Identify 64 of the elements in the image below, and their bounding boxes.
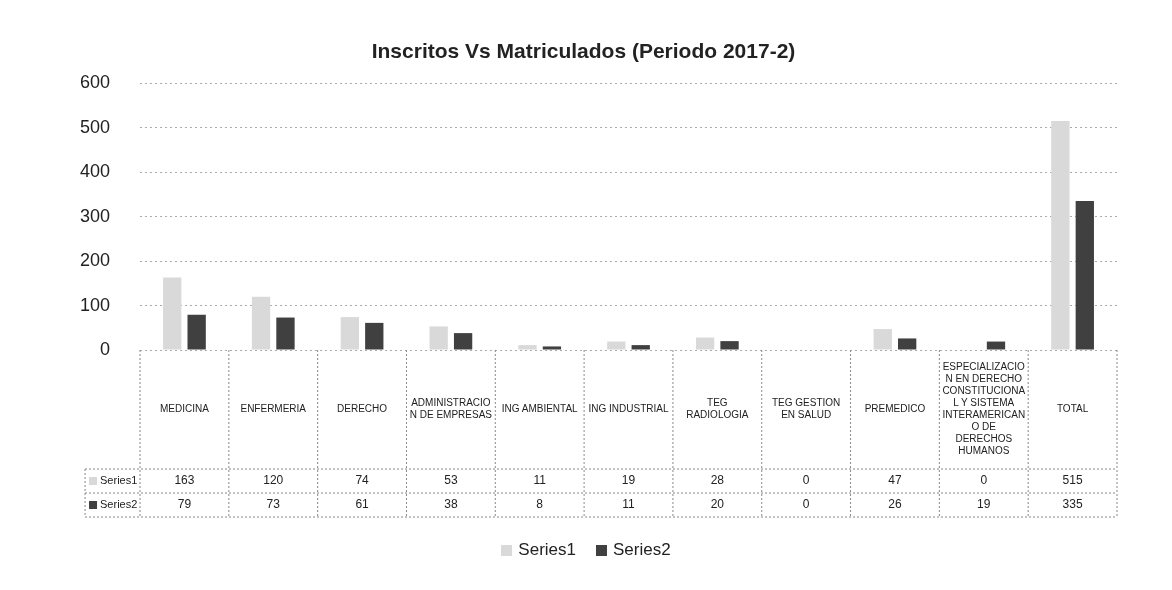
- bar: [518, 345, 537, 350]
- x-tick-label: TEG GESTION EN SALUD: [771, 397, 841, 421]
- data-label: 79: [177, 497, 192, 512]
- data-label: 8: [536, 497, 544, 512]
- bar: [365, 322, 384, 350]
- data-label: 38: [444, 497, 458, 512]
- x-tick-label: DERECHO: [337, 403, 388, 415]
- bar: [607, 341, 626, 350]
- x-tick-label: ADMINISTRACION DE EMPRESAS: [409, 397, 493, 421]
- bar: [453, 333, 473, 350]
- x-tick-label: ING INDUSTRIAL: [588, 403, 669, 415]
- y-tick-label: 500: [79, 116, 111, 137]
- bar: [873, 329, 892, 350]
- data-label: 120: [263, 473, 284, 488]
- data-label: 11: [622, 497, 636, 512]
- data-label: 28: [710, 473, 725, 488]
- data-label: 26: [888, 497, 902, 512]
- y-tick-label: 200: [79, 250, 111, 271]
- x-tick-label: ING AMBIENTAL: [501, 403, 579, 415]
- bar: [251, 296, 271, 350]
- bar: [1051, 121, 1070, 350]
- bar: [276, 317, 295, 350]
- bar: [720, 341, 739, 350]
- x-tick-label: ENFERMERIA: [240, 403, 307, 415]
- y-tick-label: 400: [79, 161, 111, 182]
- data-label: 0: [802, 497, 810, 512]
- y-tick-label: 300: [79, 205, 111, 226]
- text: Series1: [518, 540, 576, 559]
- legend-label: Series1: [100, 474, 138, 487]
- data-label: 20: [710, 497, 725, 512]
- legend-label: Series2: [100, 498, 138, 511]
- data-label: 19: [977, 497, 991, 512]
- text: Series2: [613, 540, 671, 559]
- y-tick-label: 100: [79, 294, 111, 315]
- chart-title: Inscritos Vs Matriculados (Periodo 2017-2): [371, 39, 796, 63]
- bar: [1075, 201, 1094, 350]
- x-tick-label: TEG RADIOLOGIA: [686, 397, 749, 421]
- y-tick-label: 600: [79, 72, 111, 93]
- bar: [695, 337, 715, 350]
- data-label: 53: [444, 473, 458, 488]
- x-tick-label: PREMEDICO: [864, 403, 926, 415]
- data-label: 0: [802, 473, 810, 488]
- data-label: 515: [1062, 473, 1083, 488]
- data-label: 11: [533, 473, 547, 488]
- x-tick-label: ESPECIALIZACION EN DERECHO CONSTITUCIONAL Y SISTEMA INTERAMERICANO DE DERECHOS HUMANOS: [942, 361, 1026, 457]
- bar: [187, 314, 206, 350]
- data-label: 335: [1062, 497, 1083, 512]
- bar: [340, 317, 360, 350]
- bar: [898, 338, 917, 350]
- data-label: 61: [355, 497, 370, 512]
- x-tick-label: MEDICINA: [159, 403, 210, 415]
- x-tick-label: TOTAL: [1056, 403, 1089, 415]
- data-label: 19: [621, 473, 636, 488]
- bar: [163, 277, 182, 350]
- y-tick-label: 0: [100, 338, 111, 359]
- bar: [542, 346, 562, 350]
- bar: [429, 326, 448, 350]
- data-label: 0: [980, 473, 988, 488]
- data-label: 74: [355, 473, 370, 488]
- data-label: 163: [174, 473, 195, 488]
- data-label: 73: [266, 497, 281, 512]
- data-label: 47: [888, 473, 902, 488]
- bar: [986, 341, 1006, 350]
- bar: [631, 345, 650, 350]
